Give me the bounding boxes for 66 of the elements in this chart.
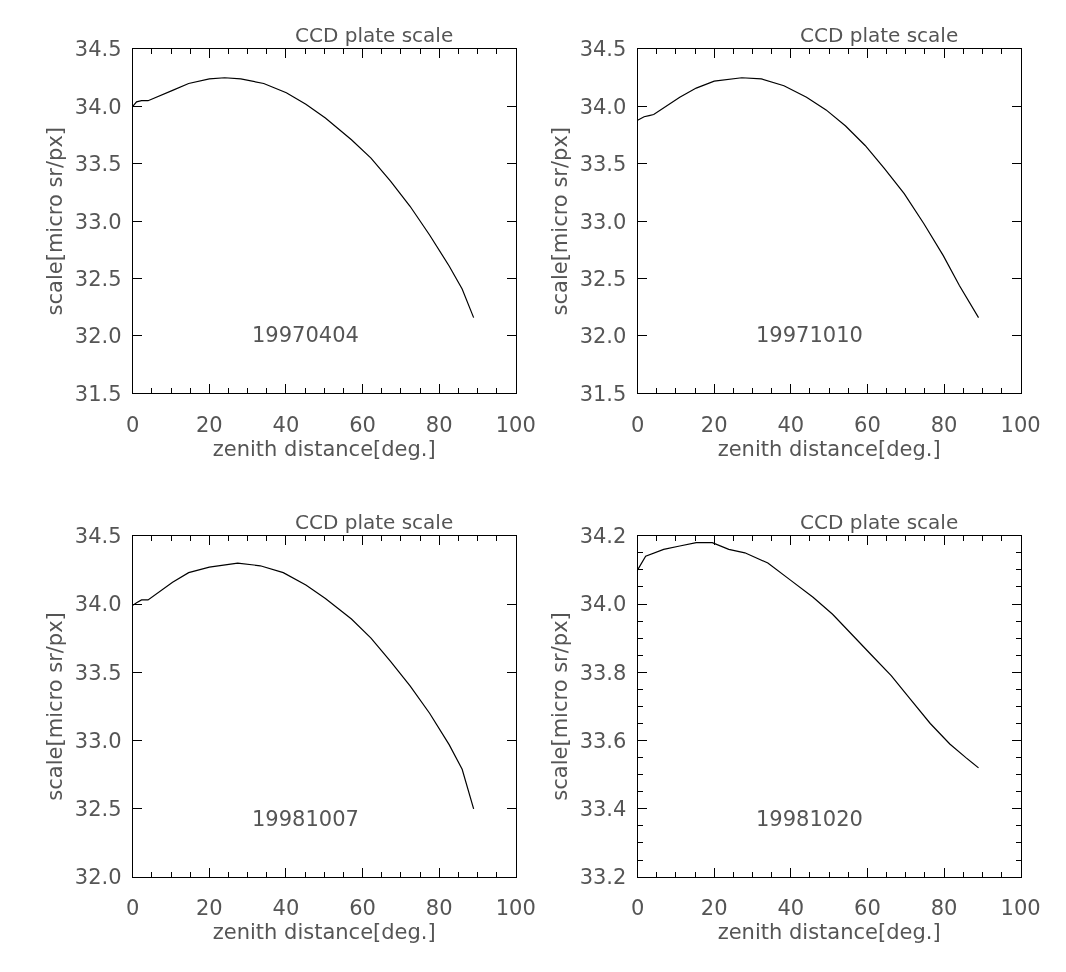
x-tick-label: 60 xyxy=(854,896,881,921)
x-tick-label: 100 xyxy=(495,896,536,921)
x-tick-label: 20 xyxy=(195,896,223,921)
annotation: 19971010 xyxy=(756,323,863,347)
x-axis-title: zenith distance[deg.] xyxy=(717,920,941,945)
x-tick-label: 40 xyxy=(777,896,805,921)
x-axis-title: zenith distance[deg.] xyxy=(212,920,436,945)
chart-title: CCD plate scale xyxy=(295,510,454,534)
x-tick-label: 0 xyxy=(126,412,140,437)
x-tick-label: 80 xyxy=(930,412,958,437)
x-tick-label: 20 xyxy=(700,896,728,921)
x-tick-label: 100 xyxy=(1000,896,1041,921)
x-tick-label: 20 xyxy=(195,412,223,437)
y-tick-label: 32.0 xyxy=(579,324,627,349)
y-tick-label: 33.5 xyxy=(74,152,122,177)
y-tick-label: 34.5 xyxy=(579,37,627,62)
x-tick-label: 60 xyxy=(854,412,881,437)
x-tick-label: 80 xyxy=(425,896,453,921)
x-tick-label: 0 xyxy=(630,412,645,437)
y-tick-label: 31.5 xyxy=(74,381,122,406)
y-tick-label: 33.8 xyxy=(579,660,627,685)
x-tick-label: 80 xyxy=(425,412,453,437)
y-axis-title: scale[micro sr/px] xyxy=(42,612,67,801)
y-tick-label: 34.0 xyxy=(579,94,627,119)
y-tick-label: 31.5 xyxy=(579,381,627,406)
y-axis-title: scale[micro sr/px] xyxy=(547,612,572,801)
y-tick-label: 32.5 xyxy=(74,266,122,291)
x-tick-label: 60 xyxy=(349,896,376,921)
x-tick-label: 100 xyxy=(495,412,536,437)
y-tick-label: 32.0 xyxy=(74,324,122,349)
x-tick-label: 0 xyxy=(630,896,645,921)
y-tick-label: 34.0 xyxy=(74,592,122,617)
x-tick-label: 60 xyxy=(349,412,376,437)
y-tick-label: 33.0 xyxy=(74,728,122,753)
x-axis-title: zenith distance[deg.] xyxy=(717,436,941,461)
y-tick-label: 33.2 xyxy=(579,865,627,890)
x-tick-label: 40 xyxy=(272,896,300,921)
annotation: 19970404 xyxy=(252,323,359,347)
chart-title: CCD plate scale xyxy=(800,23,959,47)
y-tick-label: 34.0 xyxy=(579,592,627,617)
x-axis-title: zenith distance[deg.] xyxy=(212,436,436,461)
y-tick-label: 33.0 xyxy=(579,209,627,234)
y-tick-label: 33.6 xyxy=(579,728,627,753)
y-tick-label: 34.5 xyxy=(74,37,122,62)
y-tick-label: 32.5 xyxy=(579,266,627,291)
y-axis-title: scale[micro sr/px] xyxy=(547,126,572,316)
y-tick-label: 33.0 xyxy=(74,209,122,234)
x-tick-label: 100 xyxy=(1000,412,1041,437)
chart-title: CCD plate scale xyxy=(295,23,454,47)
y-tick-label: 32.5 xyxy=(74,797,122,822)
y-tick-label: 34.0 xyxy=(74,94,122,119)
y-tick-label: 34.5 xyxy=(74,524,122,549)
annotation: 19981007 xyxy=(252,807,359,831)
x-tick-label: 80 xyxy=(930,896,958,921)
y-tick-label: 33.4 xyxy=(579,797,627,822)
annotation: 19981020 xyxy=(756,807,863,831)
y-tick-label: 33.5 xyxy=(579,152,627,177)
x-tick-label: 0 xyxy=(126,896,140,921)
y-tick-label: 34.2 xyxy=(579,524,627,549)
x-tick-label: 40 xyxy=(777,412,805,437)
chart-title: CCD plate scale xyxy=(800,510,959,534)
y-tick-label: 32.0 xyxy=(74,865,122,890)
y-axis-title: scale[micro sr/px] xyxy=(42,126,67,316)
y-tick-label: 33.5 xyxy=(74,660,122,685)
x-tick-label: 20 xyxy=(700,412,728,437)
x-tick-label: 40 xyxy=(272,412,300,437)
